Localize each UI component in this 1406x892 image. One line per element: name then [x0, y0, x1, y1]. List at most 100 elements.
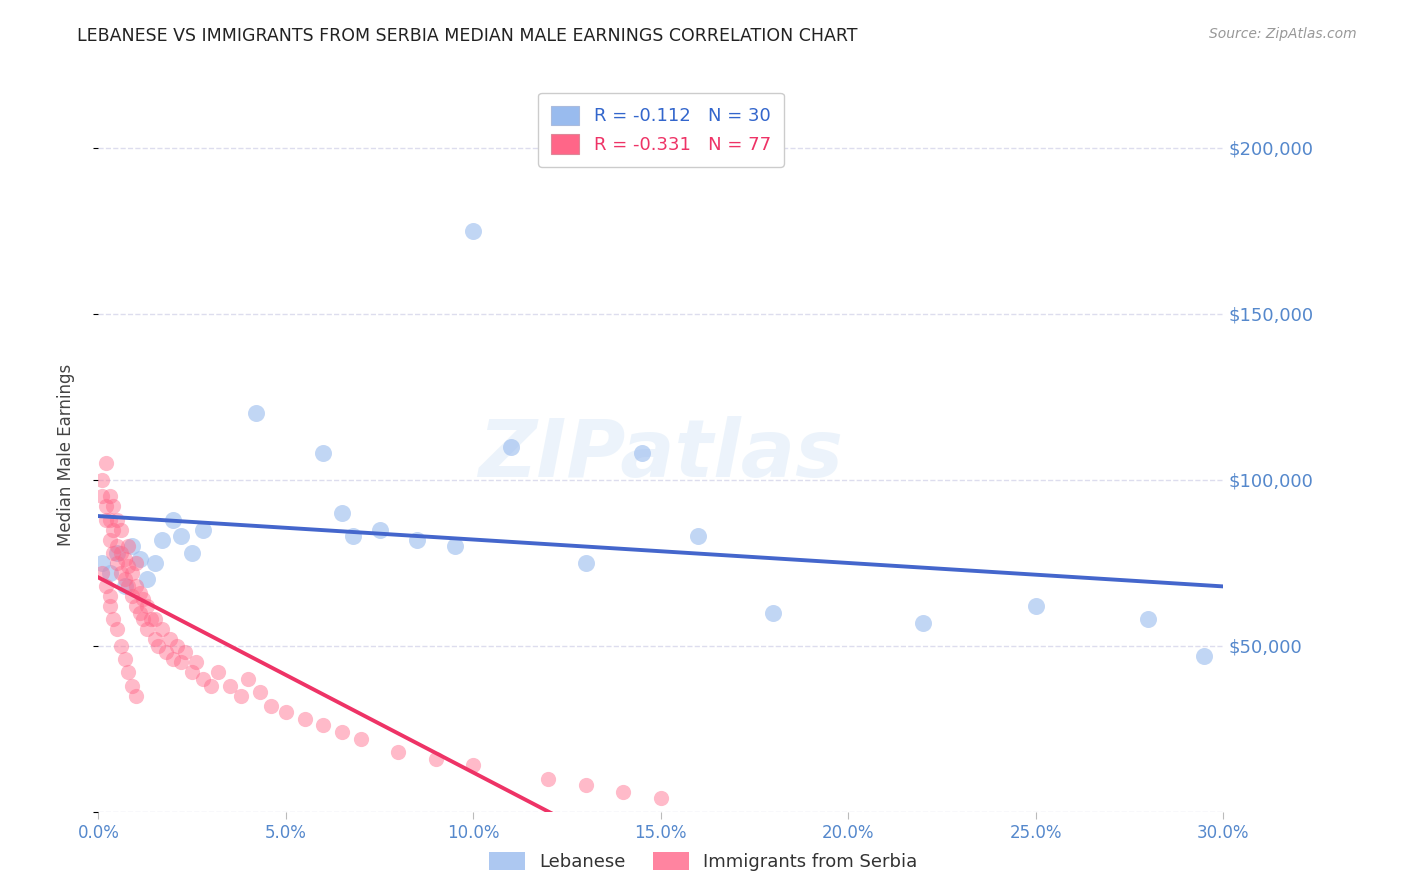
Point	[162, 652, 184, 666]
Point	[688, 529, 710, 543]
Point	[91, 556, 114, 570]
Point	[499, 440, 522, 454]
Point	[110, 639, 132, 653]
Point	[98, 513, 121, 527]
Point	[121, 539, 143, 553]
Point	[114, 552, 136, 566]
Point	[125, 579, 148, 593]
Point	[612, 785, 634, 799]
Point	[136, 622, 159, 636]
Point	[103, 612, 125, 626]
Point	[148, 639, 170, 653]
Legend: R = -0.112   N = 30, R = -0.331   N = 77: R = -0.112 N = 30, R = -0.331 N = 77	[538, 93, 783, 167]
Point	[368, 523, 391, 537]
Point	[218, 679, 240, 693]
Point	[136, 599, 159, 613]
Point	[128, 585, 150, 599]
Point	[105, 622, 128, 636]
Point	[159, 632, 181, 647]
Point	[94, 579, 117, 593]
Point	[98, 490, 121, 504]
Text: Source: ZipAtlas.com: Source: ZipAtlas.com	[1209, 27, 1357, 41]
Point	[1194, 648, 1216, 663]
Point	[117, 539, 139, 553]
Point	[91, 490, 114, 504]
Point	[575, 778, 598, 792]
Point	[98, 533, 121, 547]
Point	[91, 473, 114, 487]
Point	[312, 718, 335, 732]
Point	[166, 639, 188, 653]
Point	[98, 566, 121, 580]
Point	[245, 406, 267, 420]
Point	[143, 556, 166, 570]
Text: ZIPatlas: ZIPatlas	[478, 416, 844, 494]
Point	[132, 592, 155, 607]
Point	[173, 645, 195, 659]
Point	[463, 224, 485, 238]
Point	[103, 546, 125, 560]
Legend: Lebanese, Immigrants from Serbia: Lebanese, Immigrants from Serbia	[481, 846, 925, 879]
Point	[193, 523, 215, 537]
Point	[260, 698, 283, 713]
Point	[330, 725, 353, 739]
Point	[105, 539, 128, 553]
Point	[91, 566, 114, 580]
Point	[110, 523, 132, 537]
Point	[443, 539, 465, 553]
Point	[650, 791, 672, 805]
Point	[110, 566, 132, 580]
Point	[193, 672, 215, 686]
Point	[406, 533, 429, 547]
Point	[425, 751, 447, 765]
Point	[103, 523, 125, 537]
Point	[912, 615, 935, 630]
Point	[103, 500, 125, 514]
Point	[128, 552, 150, 566]
Point	[125, 599, 148, 613]
Point	[238, 672, 260, 686]
Text: LEBANESE VS IMMIGRANTS FROM SERBIA MEDIAN MALE EARNINGS CORRELATION CHART: LEBANESE VS IMMIGRANTS FROM SERBIA MEDIA…	[77, 27, 858, 45]
Point	[207, 665, 229, 680]
Point	[98, 589, 121, 603]
Point	[125, 689, 148, 703]
Point	[94, 500, 117, 514]
Point	[330, 506, 353, 520]
Point	[105, 513, 128, 527]
Point	[139, 612, 162, 626]
Point	[342, 529, 364, 543]
Point	[98, 599, 121, 613]
Point	[170, 529, 193, 543]
Point	[170, 656, 193, 670]
Point	[200, 679, 222, 693]
Point	[312, 446, 335, 460]
Point	[128, 606, 150, 620]
Point	[575, 556, 598, 570]
Point	[274, 705, 297, 719]
Point	[294, 712, 316, 726]
Point	[762, 606, 785, 620]
Point	[94, 456, 117, 470]
Point	[117, 579, 139, 593]
Point	[463, 758, 485, 772]
Point	[114, 579, 136, 593]
Point	[631, 446, 654, 460]
Point	[143, 632, 166, 647]
Point	[1025, 599, 1047, 613]
Point	[121, 589, 143, 603]
Y-axis label: Median Male Earnings: Median Male Earnings	[56, 364, 75, 546]
Point	[105, 556, 128, 570]
Point	[155, 645, 177, 659]
Point	[150, 622, 173, 636]
Point	[94, 513, 117, 527]
Point	[350, 731, 373, 746]
Point	[181, 546, 204, 560]
Point	[184, 656, 207, 670]
Point	[132, 612, 155, 626]
Point	[181, 665, 204, 680]
Point	[117, 559, 139, 574]
Point	[136, 573, 159, 587]
Point	[1137, 612, 1160, 626]
Point	[114, 573, 136, 587]
Point	[387, 745, 409, 759]
